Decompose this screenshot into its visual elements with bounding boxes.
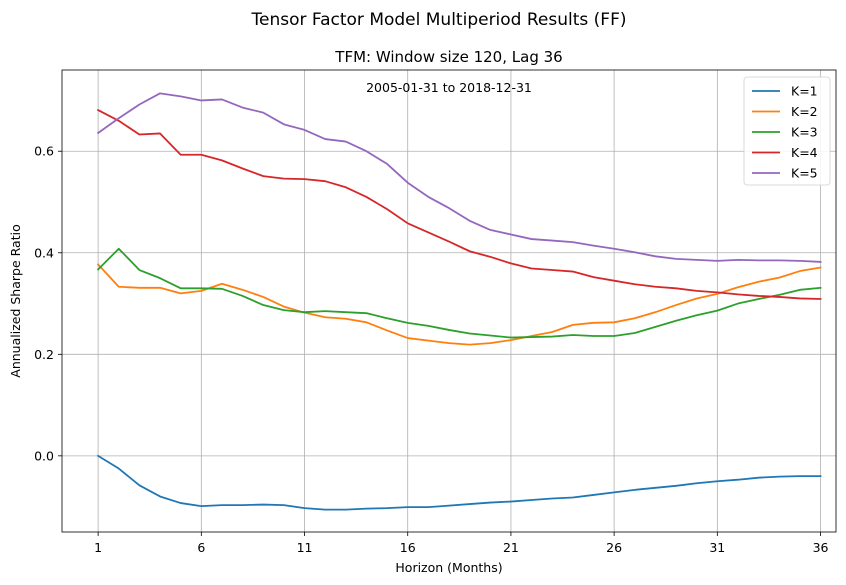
- x-tick-label: 16: [400, 540, 416, 555]
- chart-title: TFM: Window size 120, Lag 36: [334, 48, 562, 66]
- x-tick-label: 26: [606, 540, 622, 555]
- x-tick-label: 11: [297, 540, 313, 555]
- x-axis-ticks: 1 6 11 16 21 26 31 36: [94, 532, 829, 555]
- y-axis-label: Annualized Sharpe Ratio: [8, 224, 23, 377]
- x-tick-label: 21: [503, 540, 519, 555]
- legend-label-k2: K=2: [791, 104, 818, 119]
- legend-label-k3: K=3: [791, 125, 818, 140]
- y-tick-label: 0.6: [34, 144, 54, 159]
- series-line-k5: [96, 92, 822, 263]
- y-tick-label: 0.2: [34, 347, 54, 362]
- x-tick-label: 6: [197, 540, 205, 555]
- series-line-k4: [96, 108, 822, 300]
- y-axis-ticks: 0.0 0.2 0.4 0.6: [34, 144, 62, 463]
- y-tick-label: 0.0: [34, 448, 54, 463]
- legend-label-k5: K=5: [791, 166, 818, 181]
- x-tick-label: 36: [813, 540, 829, 555]
- legend-box: [743, 76, 831, 186]
- plot-series: [96, 92, 822, 511]
- x-axis-label: Horizon (Months): [395, 560, 502, 575]
- plot-frame: [61, 69, 837, 533]
- x-tick-label: 31: [709, 540, 725, 555]
- series-line-k1: [96, 454, 822, 511]
- date-range-annotation: 2005-01-31 to 2018-12-31: [366, 80, 532, 95]
- legend: K=1 K=2 K=3 K=4 K=5: [743, 76, 831, 186]
- series-line-k2: [96, 263, 822, 346]
- legend-label-k1: K=1: [791, 84, 818, 99]
- x-tick-label: 1: [94, 540, 102, 555]
- legend-label-k4: K=4: [791, 145, 818, 160]
- series-line-k3: [96, 247, 822, 339]
- figure-suptitle: Tensor Factor Model Multiperiod Results …: [251, 10, 627, 30]
- y-tick-label: 0.4: [34, 245, 54, 260]
